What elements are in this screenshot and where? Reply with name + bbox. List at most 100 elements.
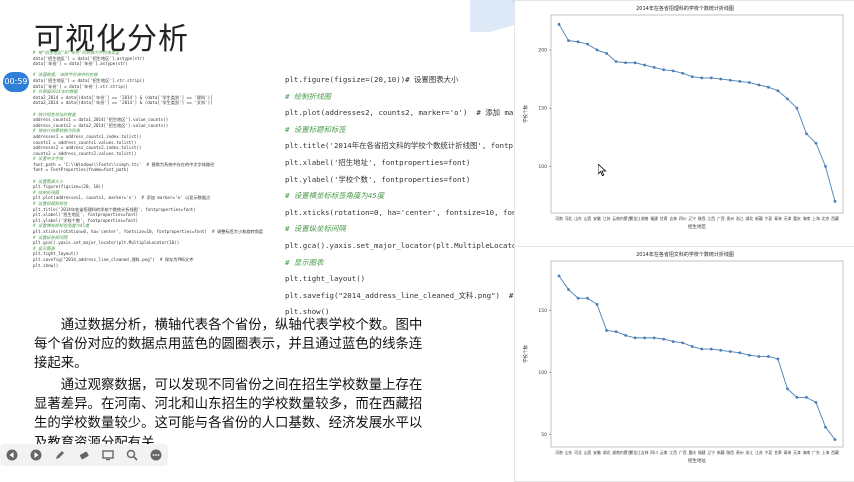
code-line: plt.title('2014年在各省招文科的学校个数统计折线图', fontp… — [285, 141, 580, 151]
code-line: # 将"招生地区"和"年份"列转换为字符串类型 — [33, 50, 120, 55]
data-point — [595, 48, 599, 52]
code-line: plt.show() — [285, 307, 330, 317]
x-tick-label: 山西 — [584, 450, 592, 455]
code-line: # 设置纵坐标间隔 — [285, 224, 346, 234]
data-point — [709, 347, 713, 351]
x-tick-label: 湖南 — [612, 450, 620, 455]
data-point — [728, 350, 732, 353]
code-line: font = FontProperties(fname=font_path) — [33, 167, 129, 173]
x-tick-label: 青海 — [784, 450, 792, 455]
data-point — [805, 132, 808, 136]
data-point — [776, 357, 780, 361]
x-tick-label: 江苏 — [755, 450, 763, 455]
code-line: plt.show() — [33, 262, 59, 268]
more-icon[interactable] — [149, 448, 163, 462]
x-tick-label: 湖北 — [603, 450, 611, 455]
code-line: plt.figure(figsize=(20, 10)) — [33, 184, 104, 190]
data-point — [614, 60, 618, 63]
x-tick-label: 江西 — [707, 216, 715, 221]
code-line: data['招生地区'] = data['招生地区'].astype(str) — [33, 55, 145, 61]
code-line: plt.ylabel('学校个数', fontproperties=font) — [33, 217, 138, 223]
code-line: # 统计招生地址的数量 — [33, 111, 76, 117]
x-tick-label: 江苏 — [603, 216, 611, 221]
data-point — [576, 296, 580, 300]
chart-title: 2014年在各省招理科的学校个数统计折线图 — [636, 5, 734, 12]
data-point — [595, 303, 599, 306]
code-line: # 设置图表大小 — [33, 178, 64, 184]
time-badge[interactable]: 00:59 — [3, 72, 29, 92]
code-line: plt.gca().yaxis.set_major_locator(plt.Mu… — [285, 240, 544, 250]
code-line: # 显示图表 — [285, 257, 324, 267]
code-line: plt.savefig("2014_address_line_cleaned_文… — [285, 290, 569, 300]
data-point — [795, 106, 799, 110]
code-line: plt.plot(addresses1, counts1, marker='o'… — [33, 195, 211, 201]
prev-icon[interactable] — [5, 448, 19, 462]
code-line: plt.tight_layout() — [33, 251, 79, 257]
screen-icon[interactable] — [101, 448, 115, 462]
data-point — [662, 68, 666, 72]
data-point — [652, 336, 656, 340]
x-tick-label: 吉林 — [641, 450, 649, 455]
analysis-paragraph-2: 通过观察数据，可以发现不同省份之间在招生学校数量上存在显著差异。在河南、河北和山… — [34, 378, 423, 451]
x-tick-label: 河南 — [555, 216, 563, 221]
data-point — [805, 396, 808, 399]
next-icon[interactable] — [29, 448, 43, 462]
code-line: # 设置横坐标标签角度为45度 — [33, 223, 90, 229]
x-tick-label: 重庆 — [793, 216, 801, 221]
x-tick-label: 北京 — [822, 216, 830, 221]
data-point — [557, 274, 561, 278]
x-tick-label: 海南 — [803, 216, 811, 221]
x-tick-label: 西藏 — [831, 216, 839, 221]
data-point — [643, 63, 647, 67]
code-line: addresses1 = address_counts1.index.tolis… — [33, 133, 142, 139]
zoom-icon[interactable] — [125, 448, 139, 462]
code-line: data2_2014 = data[(data['年份'] == '2014')… — [33, 94, 213, 100]
y-tick-label: 150 — [538, 308, 547, 314]
analysis-paragraph-1: 通过数据分析，横轴代表各个省份，纵轴代表学校个数。图中每个省份对应的数据点用蓝色… — [34, 318, 423, 372]
code-line: plt.xlabel('招生地区', fontproperties=font) — [33, 212, 138, 218]
data-point — [652, 66, 656, 69]
y-tick-label: 150 — [538, 106, 547, 112]
x-tick-label: 浙江 — [736, 216, 744, 221]
x-tick-label: 宁夏 — [765, 450, 773, 455]
code-line: addresses2 = address_counts2.index.tolis… — [33, 145, 142, 151]
y-axis-label: 学校个数 — [522, 105, 529, 123]
x-tick-label: 辽宁 — [707, 450, 715, 455]
y-tick-label: 100 — [538, 370, 547, 376]
pen-icon[interactable] — [53, 448, 67, 462]
data-point — [728, 78, 732, 82]
code-line: plt.ylabel('学校个数', fontproperties=font) — [285, 174, 471, 184]
data-point — [786, 97, 789, 101]
x-tick-label: 西藏 — [831, 450, 839, 455]
code-line: plt.savefig("2014_address_line_cleaned_理… — [33, 256, 194, 262]
data-point — [614, 330, 618, 334]
x-tick-label: 安徽 — [593, 450, 601, 455]
data-point — [605, 52, 608, 55]
mouse-cursor-icon — [598, 164, 607, 176]
eraser-icon[interactable] — [77, 448, 91, 462]
x-tick-label: 云南 — [612, 216, 620, 221]
x-tick-label: 天津 — [793, 450, 801, 455]
x-tick-label: 甘肃 — [660, 216, 668, 221]
data-point — [719, 77, 723, 81]
data-point — [738, 79, 742, 83]
code-line: # 设置横坐标标签角度为45度 — [285, 191, 385, 201]
code-line: # 将统计结果转换为列表 — [33, 128, 80, 134]
data-point — [586, 296, 589, 300]
data-point — [633, 61, 637, 65]
code-block-small: # 将"招生地区"和"年份"列转换为字符串类型 data['招生地区'] = da… — [33, 50, 273, 268]
x-tick-label: 河北 — [574, 450, 582, 455]
chart-arts: 2014年在各省招文科的学校个数统计折线图 50 100 150 学校个数河南 山东 河北山… — [514, 246, 854, 482]
x-tick-label: 四川 — [679, 216, 687, 221]
x-tick-label: 宁夏 — [765, 216, 773, 221]
data-point — [747, 81, 751, 84]
data-point — [624, 61, 628, 65]
x-tick-label: 湖北 — [746, 216, 754, 221]
x-tick-label: 辽宁 — [688, 216, 696, 221]
x-tick-label: 天津 — [784, 216, 792, 221]
x-tick-label: 青海 — [774, 216, 782, 221]
x-tick-label: 上海 — [822, 450, 830, 455]
data-point — [833, 199, 837, 203]
data-point — [681, 71, 685, 75]
